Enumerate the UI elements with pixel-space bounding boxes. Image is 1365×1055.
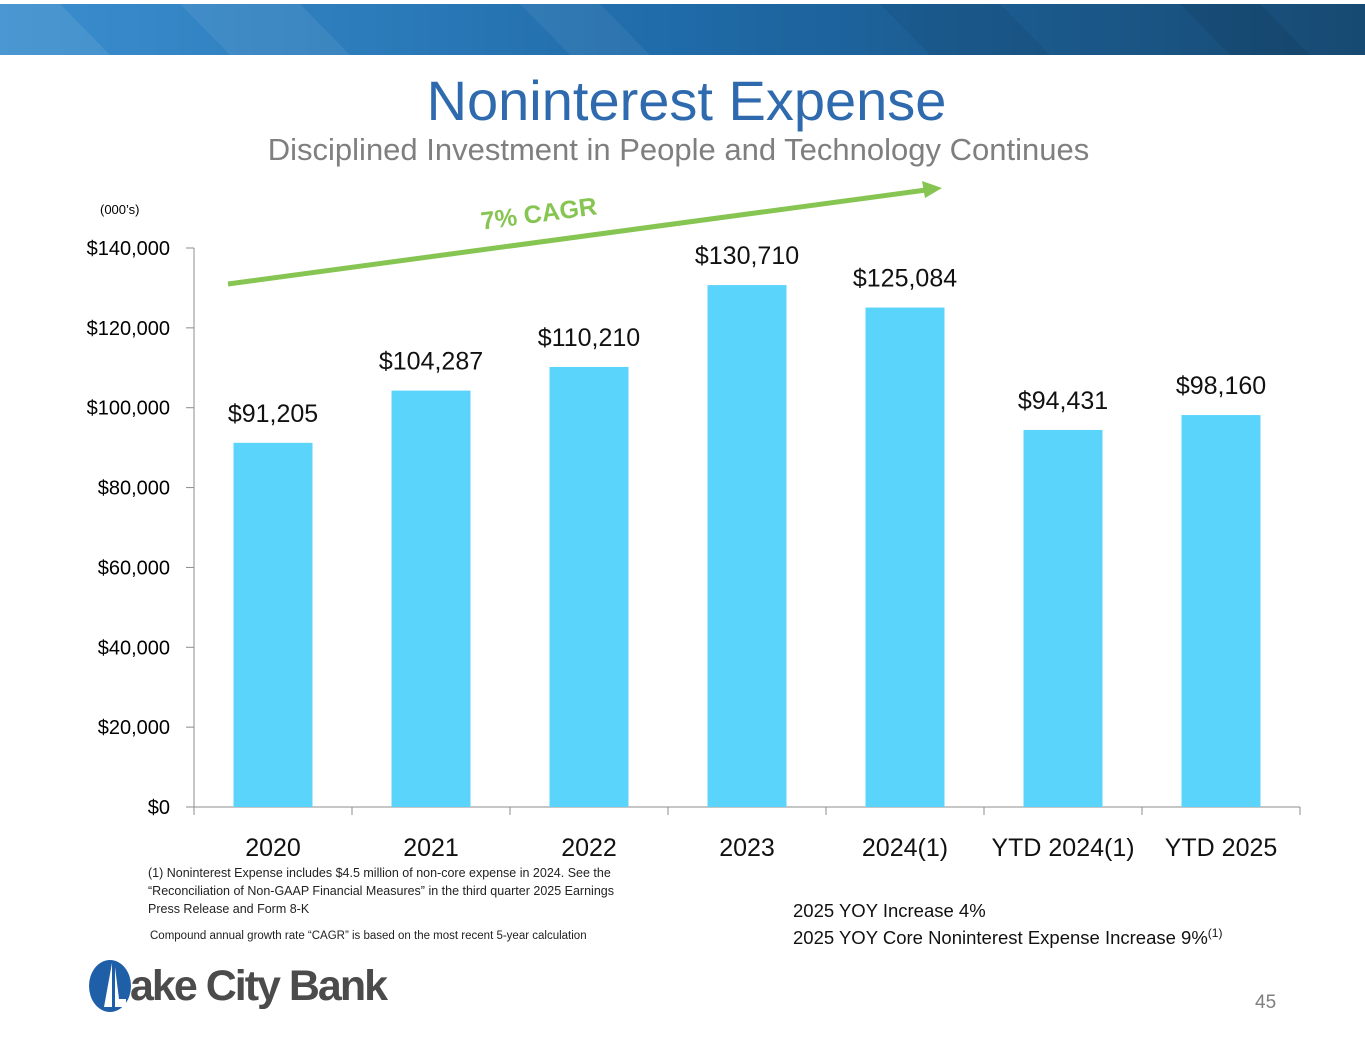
- x-tick-label: 2021: [403, 834, 459, 862]
- units-note: (000’s): [100, 202, 140, 217]
- x-tick-label: 2023: [719, 834, 775, 862]
- y-tick-label: $120,000: [87, 318, 170, 340]
- data-label: $125,084: [853, 265, 957, 293]
- y-tick-label: $100,000: [87, 398, 170, 420]
- y-tick-label: $80,000: [98, 478, 170, 500]
- y-tick-label: $140,000: [87, 238, 170, 260]
- x-tick-label: 2020: [245, 834, 301, 862]
- y-tick-label: $0: [148, 797, 170, 819]
- page-number: 45: [1255, 992, 1277, 1013]
- footnote-marker: (1): [1207, 926, 1223, 940]
- lake-city-bank-logo-icon: [89, 960, 131, 1012]
- data-label: $110,210: [538, 324, 640, 352]
- bar: [1181, 415, 1261, 807]
- yoy-increase: 2025 YOY Increase 4%: [793, 900, 986, 921]
- logo-text: ake City Bank: [130, 962, 388, 1010]
- bar: [391, 390, 471, 807]
- yoy-summary: 2025 YOY Increase 4% 2025 YOY Core Nonin…: [793, 897, 1222, 951]
- bar: [865, 307, 945, 807]
- footnote-cagr: Compound annual growth rate “CAGR” is ba…: [150, 930, 587, 942]
- bar: [707, 285, 787, 807]
- cagr-arrowhead: [922, 181, 942, 198]
- x-tick-label: YTD 2025: [1165, 834, 1278, 862]
- data-label: $91,205: [228, 400, 318, 428]
- data-labels: $91,205 $104,287 $110,210 $130,710 $125,084 $…: [228, 242, 1266, 428]
- page-title: Noninterest Expense: [426, 69, 947, 132]
- header-banner: [0, 4, 1365, 55]
- company-logo: ake City Bank: [88, 955, 418, 1017]
- y-axis: $0 $20,000 $40,000 $60,000 $80,000 $100,000 $1…: [87, 238, 195, 819]
- x-axis: 2020 2021 2022 2023 2024(1) YTD 2024(1) YTD 20…: [193, 806, 1301, 862]
- x-tick-label: 2022: [561, 834, 617, 862]
- cagr-label: 7% CAGR: [479, 192, 598, 235]
- page-subtitle: Disciplined Investment in People and Tec…: [267, 132, 1090, 167]
- cagr-annotation: 7% CAGR: [227, 181, 942, 287]
- y-tick-label: $40,000: [98, 637, 170, 659]
- data-label: $94,431: [1018, 387, 1108, 415]
- data-label: $98,160: [1176, 372, 1266, 400]
- y-tick-label: $60,000: [98, 557, 170, 579]
- cagr-arrow: [227, 187, 927, 287]
- yoy-core-increase: 2025 YOY Core Noninterest Expense Increa…: [793, 926, 1223, 948]
- bar-chart: $0 $20,000 $40,000 $60,000 $80,000 $100,000 $1…: [87, 181, 1301, 862]
- data-label: $104,287: [379, 348, 483, 376]
- x-tick-label: YTD 2024(1): [991, 834, 1134, 862]
- bars: [233, 285, 1261, 807]
- footnote-non-core-expense: (1) Noninterest Expense includes $4.5 mi…: [148, 866, 614, 916]
- y-tick-label: $20,000: [98, 717, 170, 739]
- data-label: $130,710: [695, 242, 799, 270]
- bar: [549, 366, 629, 807]
- x-tick-label: 2024(1): [862, 834, 948, 862]
- bar: [233, 442, 313, 807]
- bar: [1023, 429, 1103, 807]
